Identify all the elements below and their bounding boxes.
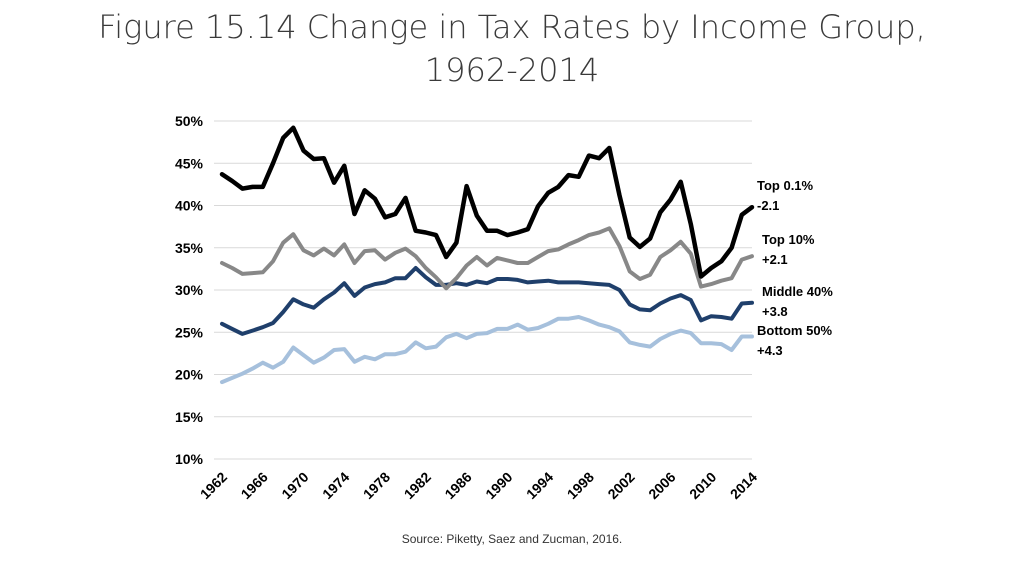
series-end-labels: Top 0.1% -2.1 Top 10% +2.1 Middle 40% +3.8 Bot… bbox=[757, 178, 833, 358]
x-axis-tick-labels: 1962 1966 1970 1974 1978 1982 1986 1990 1994 1998… bbox=[197, 469, 760, 502]
y-tick-label: 45% bbox=[175, 155, 204, 171]
x-tick-label: 2006 bbox=[645, 469, 678, 502]
series-change-label: -2.1 bbox=[757, 198, 779, 213]
page-title: Figure 15.14 Change in Tax Rates by Inco… bbox=[0, 6, 1024, 92]
x-tick-label: 1986 bbox=[441, 469, 474, 502]
x-tick-label: 1970 bbox=[278, 469, 311, 502]
x-tick-label: 1994 bbox=[523, 469, 556, 502]
x-tick-label: 2010 bbox=[686, 469, 719, 502]
x-tick-label: 1966 bbox=[238, 469, 271, 502]
chart-series-lines bbox=[219, 125, 755, 385]
x-tick-label: 2014 bbox=[727, 469, 760, 502]
y-tick-label: 50% bbox=[175, 113, 204, 129]
chart-gridlines bbox=[214, 120, 752, 460]
series-change-label: +4.3 bbox=[757, 343, 783, 358]
x-tick-label: 1982 bbox=[401, 469, 434, 502]
series-label: Top 10% bbox=[762, 232, 815, 247]
series-line-top-10 bbox=[220, 226, 754, 291]
series-label: Top 0.1% bbox=[757, 178, 814, 193]
y-tick-label: 40% bbox=[175, 198, 204, 214]
series-change-label: +2.1 bbox=[762, 252, 788, 267]
y-tick-label: 10% bbox=[175, 451, 204, 467]
y-tick-label: 15% bbox=[175, 409, 204, 425]
series-change-label: +3.8 bbox=[762, 304, 788, 319]
y-tick-label: 35% bbox=[175, 240, 204, 256]
x-tick-label: 1998 bbox=[564, 469, 597, 502]
page-title-line-2: 1962-2014 bbox=[424, 51, 600, 89]
x-tick-label: 1990 bbox=[482, 469, 515, 502]
series-line-middle-40 bbox=[220, 266, 754, 336]
x-tick-label: 1978 bbox=[360, 469, 393, 502]
series-line-bottom-50 bbox=[220, 315, 754, 385]
y-axis-tick-labels: 10% 15% 20% 25% 30% 35% 40% 45% 50% bbox=[175, 113, 204, 467]
y-tick-label: 30% bbox=[175, 282, 204, 298]
x-tick-label: 1974 bbox=[319, 469, 352, 502]
y-tick-label: 25% bbox=[175, 324, 204, 340]
series-label: Middle 40% bbox=[762, 284, 833, 299]
series-label: Bottom 50% bbox=[757, 323, 833, 338]
series-line-top-0-1 bbox=[219, 125, 755, 279]
y-tick-label: 20% bbox=[175, 367, 204, 383]
x-tick-label: 1962 bbox=[197, 469, 230, 502]
source-note: Source: Piketty, Saez and Zucman, 2016. bbox=[401, 532, 623, 546]
x-tick-label: 2002 bbox=[604, 469, 637, 502]
page-title-line-1: Figure 15.14 Change in Tax Rates by Inco… bbox=[98, 8, 926, 46]
